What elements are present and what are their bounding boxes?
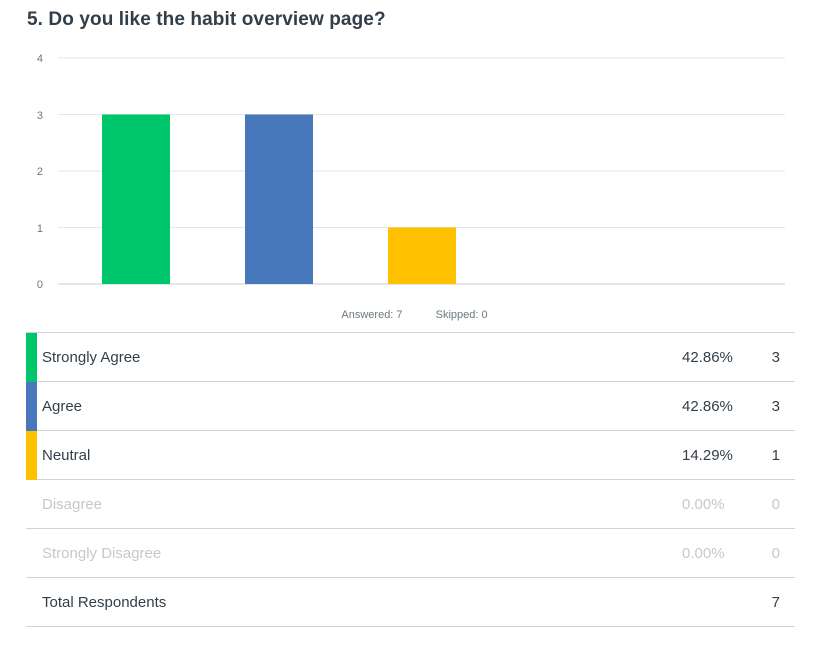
y-tick-label: 1 (37, 223, 43, 235)
chart-bars (102, 114, 456, 285)
answer-count: 0 (771, 496, 780, 513)
answer-row-neutral: Neutral 14.29% 1 (26, 431, 795, 480)
answer-row-disagree: Disagree 0.00% 0 (26, 480, 795, 529)
answer-label: Neutral (42, 447, 91, 464)
bar-chart: 0 1 2 3 4 (37, 53, 785, 291)
response-summary: Answered: 7 Skipped: 0 (0, 309, 829, 321)
color-swatch (26, 431, 37, 480)
answer-count: 3 (771, 349, 780, 366)
answer-percent: 0.00% (682, 496, 725, 513)
answer-count: 3 (771, 398, 780, 415)
y-tick-label: 3 (37, 110, 43, 122)
y-tick-label: 2 (37, 166, 43, 178)
answer-label: Disagree (42, 496, 103, 513)
bar-strongly-agree[interactable] (102, 114, 170, 285)
answer-label: Strongly Disagree (42, 545, 162, 562)
total-label: Total Respondents (42, 594, 167, 611)
answer-row-strongly-agree: Strongly Agree 42.86% 3 (26, 333, 795, 382)
color-swatch (26, 333, 37, 382)
answer-percent: 0.00% (682, 545, 725, 562)
y-axis-ticks: 0 1 2 3 4 (37, 53, 43, 291)
y-tick-label: 0 (37, 279, 43, 291)
answer-count: 0 (771, 545, 780, 562)
answer-label: Strongly Agree (42, 349, 141, 366)
answered-count: Answered: 7 (341, 309, 403, 321)
answer-percent: 42.86% (682, 398, 733, 415)
skipped-count: Skipped: 0 (435, 309, 488, 321)
question-title: 5. Do you like the habit overview page? (27, 9, 386, 30)
answer-percent: 42.86% (682, 349, 733, 366)
y-tick-label: 4 (37, 53, 43, 65)
bar-agree[interactable] (245, 114, 313, 285)
total-respondents-row: Total Respondents 7 (26, 578, 795, 627)
answer-choices-table: Strongly Agree 42.86% 3 Agree 42.86% 3 N… (26, 332, 795, 627)
answer-label: Agree (42, 398, 83, 415)
total-count: 7 (771, 594, 780, 611)
color-swatch (26, 382, 37, 431)
answer-count: 1 (771, 447, 780, 464)
bar-neutral[interactable] (388, 227, 456, 285)
answer-row-agree: Agree 42.86% 3 (26, 382, 795, 431)
answer-percent: 14.29% (682, 447, 733, 464)
answer-row-strongly-disagree: Strongly Disagree 0.00% 0 (26, 529, 795, 578)
